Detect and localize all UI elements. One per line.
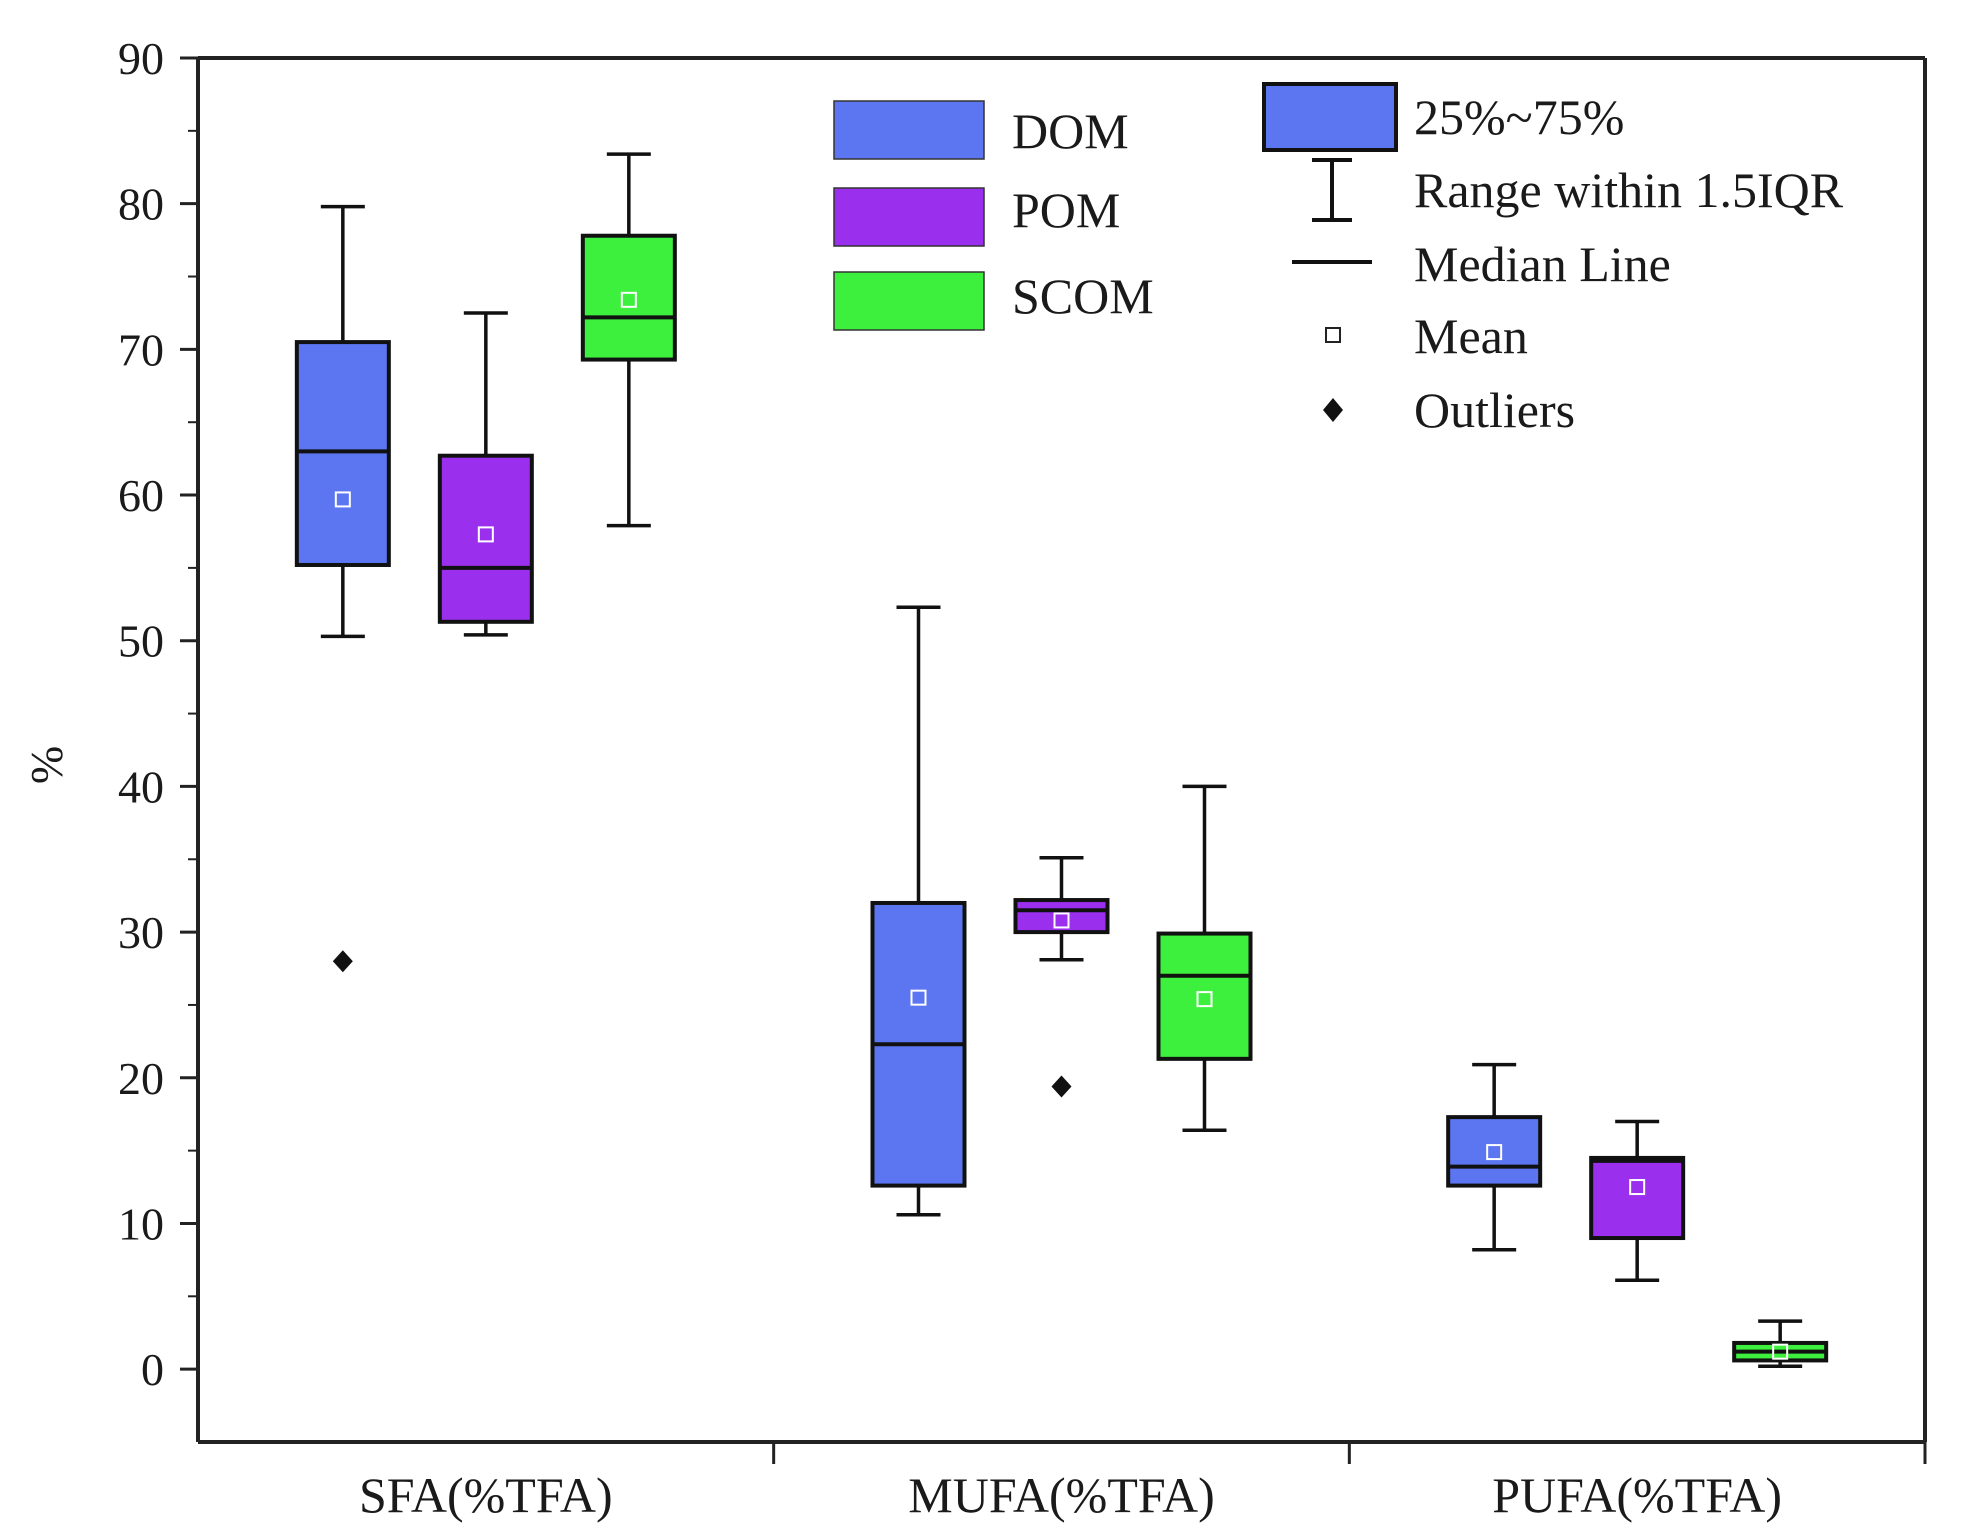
x-category-label: MUFA(%TFA) bbox=[908, 1467, 1214, 1523]
y-tick-label: 50 bbox=[118, 616, 164, 667]
box-pom-2 bbox=[1589, 1119, 1686, 1283]
y-tick-label: 0 bbox=[141, 1344, 164, 1395]
x-category-label: SFA(%TFA) bbox=[359, 1467, 613, 1523]
box-scom-2 bbox=[1732, 1319, 1829, 1368]
mean-marker bbox=[1053, 912, 1070, 929]
y-axis-title: % bbox=[21, 746, 72, 784]
outlier-marker bbox=[332, 950, 353, 973]
box-dom-2 bbox=[1446, 1062, 1543, 1252]
iqr-box bbox=[1446, 1115, 1543, 1188]
iqr-box bbox=[437, 453, 534, 624]
key-box-swatch bbox=[1262, 82, 1398, 152]
key-mean-icon bbox=[1325, 327, 1341, 343]
iqr-box bbox=[1589, 1155, 1686, 1241]
mean-marker bbox=[620, 291, 637, 308]
legend-label-pom: POM bbox=[1012, 182, 1120, 238]
iqr-box bbox=[580, 233, 677, 362]
y-tick-label: 30 bbox=[118, 907, 164, 958]
box-scom-1 bbox=[1156, 784, 1253, 1132]
mean-marker bbox=[910, 989, 927, 1006]
y-tick-label: 20 bbox=[118, 1053, 164, 1104]
iqr-box bbox=[1156, 931, 1253, 1061]
key-median-label: Median Line bbox=[1414, 236, 1671, 292]
box-dom-0 bbox=[294, 204, 391, 973]
box-pom-0 bbox=[437, 311, 534, 637]
key-outlier-label: Outliers bbox=[1414, 382, 1575, 438]
box-pom-1 bbox=[1013, 856, 1110, 1098]
key-mean-label: Mean bbox=[1414, 308, 1528, 364]
key-legend: 25%~75% Range within 1.5IQR Median Line … bbox=[1262, 82, 1844, 438]
key-box-label: 25%~75% bbox=[1414, 89, 1624, 145]
group-legend: DOM POM SCOM bbox=[833, 100, 1154, 331]
y-tick-label: 60 bbox=[118, 470, 164, 521]
iqr-box bbox=[294, 340, 391, 567]
x-category-label: PUFA(%TFA) bbox=[1492, 1467, 1782, 1523]
legend-label-dom: DOM bbox=[1012, 103, 1129, 159]
legend-swatch-pom bbox=[833, 187, 985, 247]
key-range-label: Range within 1.5IQR bbox=[1414, 162, 1844, 218]
box-scom-0 bbox=[580, 152, 677, 528]
boxes-layer bbox=[294, 152, 1829, 1368]
mean-marker bbox=[334, 491, 351, 508]
axes: 0 10 20 30 40 50 60 70 80 90 SFA(%TFA) MUFA(%TFA) PU… bbox=[118, 33, 1927, 1523]
legend-swatch-scom bbox=[833, 271, 985, 331]
y-tick-label: 80 bbox=[118, 179, 164, 230]
y-tick-label: 10 bbox=[118, 1198, 164, 1249]
y-tick-label: 90 bbox=[118, 33, 164, 84]
y-tick-label: 40 bbox=[118, 761, 164, 812]
outlier-marker bbox=[1051, 1075, 1072, 1098]
legend-swatch-dom bbox=[833, 100, 985, 160]
mean-marker bbox=[1196, 991, 1213, 1008]
legend-label-scom: SCOM bbox=[1012, 268, 1154, 324]
mean-marker bbox=[1486, 1144, 1503, 1161]
y-tick-label: 70 bbox=[118, 324, 164, 375]
key-outlier-icon bbox=[1323, 398, 1343, 422]
key-range-icon bbox=[1312, 158, 1352, 222]
box-dom-1 bbox=[870, 605, 967, 1217]
mean-marker bbox=[1629, 1179, 1646, 1196]
mean-marker bbox=[1772, 1343, 1789, 1360]
mean-marker bbox=[477, 526, 494, 543]
